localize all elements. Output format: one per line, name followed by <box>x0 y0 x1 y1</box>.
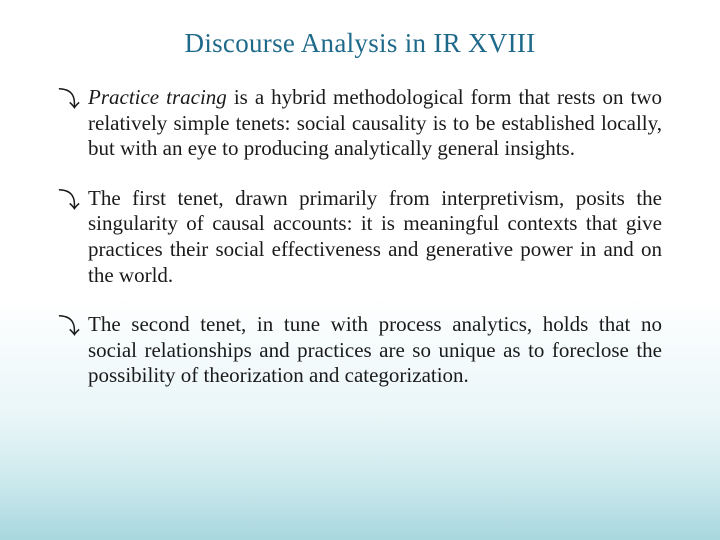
bullet-glyph-icon: ⤵ <box>58 188 80 215</box>
bullet-text: The second tenet, in tune with process a… <box>88 312 662 387</box>
bullet-glyph-icon: ⤵ <box>58 87 80 114</box>
bullet-glyph-icon: ⤵ <box>58 314 80 341</box>
bullet-item: ⤵ Practice tracing is a hybrid methodolo… <box>58 85 662 162</box>
bullet-text: The first tenet, drawn primarily from in… <box>88 186 662 287</box>
slide: Discourse Analysis in IR XVIII ⤵ Practic… <box>0 0 720 540</box>
bullet-lead-italic: Practice tracing <box>88 85 227 109</box>
bullet-item: ⤵ The first tenet, drawn primarily from … <box>58 186 662 288</box>
bullet-item: ⤵ The second tenet, in tune with process… <box>58 312 662 389</box>
slide-title: Discourse Analysis in IR XVIII <box>58 28 662 59</box>
